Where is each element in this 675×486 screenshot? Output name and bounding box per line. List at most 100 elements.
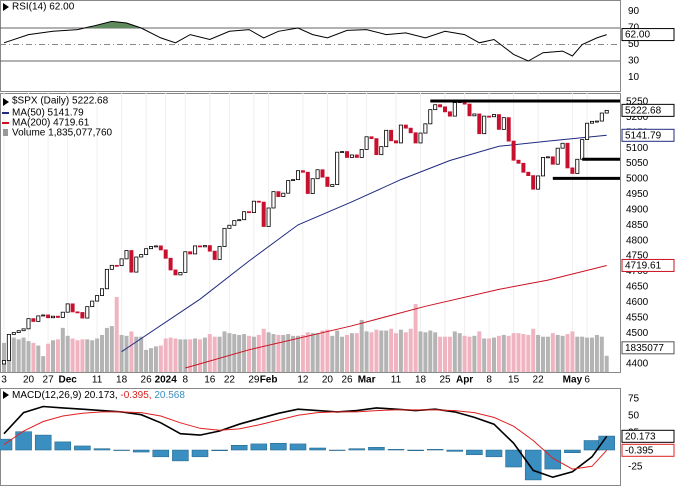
candle-body: [183, 251, 188, 273]
candle-body: [482, 115, 487, 135]
volume-bar: [511, 333, 516, 372]
volume-bar: [119, 334, 124, 372]
volume-bar: [359, 319, 364, 372]
volume-bar: [521, 334, 526, 372]
candle-body: [506, 117, 511, 142]
volume-bar: [139, 336, 144, 372]
volume-bar: [153, 346, 158, 372]
histogram-bar: [211, 449, 228, 451]
y-tick-label: 4900: [626, 204, 649, 215]
x-tick-label: Mar: [358, 375, 376, 386]
volume-bar: [256, 334, 261, 372]
volume-bar: [345, 334, 349, 372]
volume-bar: [413, 304, 418, 372]
volume-bar: [104, 327, 109, 372]
candle-body: [227, 224, 232, 229]
candle-body: [242, 211, 247, 221]
candle-body: [545, 156, 550, 159]
volume-bar: [462, 335, 467, 372]
candle-body: [408, 127, 413, 134]
y-tick-label: 5250: [626, 97, 649, 108]
candle-body: [364, 136, 369, 150]
candle-body: [413, 132, 418, 144]
candle-body: [295, 170, 300, 181]
histogram-bar: [387, 449, 405, 451]
candle-body: [560, 142, 565, 149]
candle-body: [163, 249, 168, 259]
volume-bar: [36, 345, 41, 372]
volume-bar: [26, 341, 31, 372]
volume-bar: [55, 339, 60, 372]
candle-body: [325, 176, 330, 187]
volume-bar: [173, 338, 178, 372]
candle-body: [256, 200, 261, 203]
volume-bar: [487, 338, 492, 372]
volume-bar: [2, 342, 6, 372]
volume-bar: [330, 335, 335, 372]
candle-body: [403, 124, 408, 129]
x-tick-label: 11: [92, 375, 103, 386]
x-tick-label: Dec: [59, 375, 78, 386]
candle-body: [251, 200, 256, 214]
moving-average: [121, 134, 607, 353]
candle-body: [452, 102, 457, 117]
volume-bar: [467, 336, 472, 372]
volume-bar: [305, 332, 310, 372]
volume-bar: [604, 355, 609, 372]
candle-body: [369, 136, 374, 140]
y-tick-label: -25: [628, 462, 643, 473]
x-tick-label: 18: [116, 375, 128, 386]
candle-body: [11, 332, 16, 335]
volume-bar: [291, 335, 296, 372]
volume-bar: [536, 334, 541, 372]
legend-label: MA(50) 5141.79: [12, 108, 84, 119]
histogram-bar: [505, 449, 522, 468]
x-tick-label: Apr: [456, 375, 473, 386]
candle-body: [438, 104, 443, 108]
candle-body: [585, 122, 590, 140]
value-box: [621, 128, 675, 142]
histogram-bar: [446, 449, 464, 452]
candle-body: [261, 201, 266, 227]
y-tick-label: 4750: [626, 251, 649, 262]
volume-bar: [286, 334, 291, 372]
price-panel: [0, 93, 621, 373]
volume-bar: [168, 337, 173, 372]
volume-bar: [472, 335, 477, 372]
x-tick-label: 20: [23, 375, 35, 386]
value-box: [621, 443, 675, 457]
histogram-bar: [598, 435, 615, 451]
x-tick-label: 16: [204, 375, 216, 386]
volume-bar: [555, 334, 560, 372]
candle-body: [487, 115, 492, 118]
y-tick-label: 4500: [626, 328, 649, 339]
candle-body: [246, 211, 251, 214]
histogram-bar: [113, 449, 130, 451]
y-tick-label: 5200: [626, 112, 649, 123]
histogram-bar: [54, 441, 72, 451]
volume-bar: [354, 333, 359, 372]
volume-bar: [526, 334, 531, 372]
volume-bar: [178, 339, 183, 372]
candle-body: [276, 191, 281, 197]
histogram-bar: [0, 438, 13, 451]
legend-part: 20.173,: [84, 390, 117, 401]
legend-icon: [3, 3, 9, 11]
volume-bar: [496, 335, 501, 372]
x-tick-label: 2024: [155, 375, 178, 386]
volume-bar: [394, 333, 398, 372]
candle-body: [315, 169, 320, 180]
candle-body: [36, 315, 41, 322]
candle-body: [237, 219, 242, 222]
candle-body: [536, 175, 541, 190]
signal-line: [3, 409, 608, 470]
volume-bar: [144, 349, 149, 372]
volume-bar: [325, 329, 330, 372]
volume-bar: [70, 338, 75, 372]
value-box: [621, 103, 675, 117]
volume-bar: [109, 326, 114, 372]
histogram-bar: [524, 449, 542, 481]
candle-body: [124, 250, 129, 260]
